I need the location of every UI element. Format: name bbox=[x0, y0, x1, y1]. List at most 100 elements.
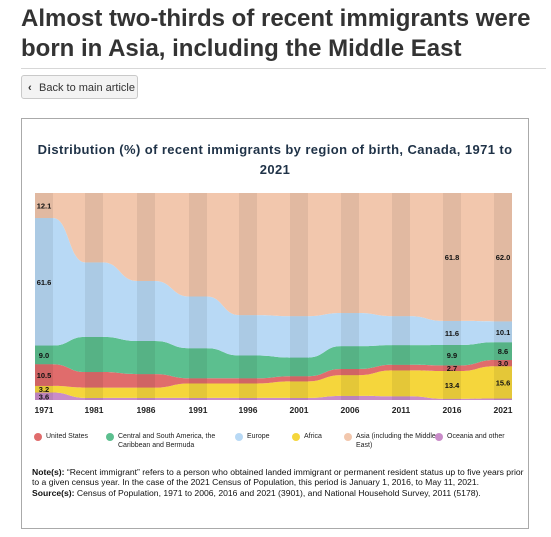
column-segment bbox=[443, 371, 461, 399]
back-button-label: Back to main article bbox=[39, 82, 135, 94]
column-segment bbox=[189, 397, 207, 400]
column-segment bbox=[189, 383, 207, 398]
column-segment bbox=[137, 387, 155, 398]
column-segment bbox=[137, 374, 155, 388]
column-segment bbox=[35, 193, 53, 219]
data-label: 62.0 bbox=[496, 253, 511, 262]
data-label: 15.6 bbox=[496, 378, 511, 387]
column-segment bbox=[494, 321, 512, 343]
column-segment bbox=[35, 218, 53, 346]
legend-swatch bbox=[235, 433, 243, 441]
x-tick-label: 1971 bbox=[35, 405, 54, 415]
column-segment bbox=[290, 316, 308, 358]
column-segment bbox=[290, 193, 308, 317]
column-segment bbox=[443, 365, 461, 372]
x-tick-label: 2016 bbox=[443, 405, 462, 415]
column-segment bbox=[85, 193, 103, 263]
x-tick-label: 1986 bbox=[137, 405, 156, 415]
column-segment bbox=[137, 397, 155, 400]
data-label: 9.9 bbox=[447, 351, 457, 360]
data-label: 3.0 bbox=[498, 359, 508, 368]
column-segment bbox=[392, 370, 410, 397]
x-tick-label: 2011 bbox=[392, 405, 411, 415]
legend-item: Asia (including the Middle East) bbox=[344, 432, 444, 450]
column-segment bbox=[85, 336, 103, 373]
data-label: 2.7 bbox=[447, 364, 457, 373]
column-segment bbox=[239, 193, 257, 316]
title-divider bbox=[21, 68, 546, 69]
column-segment bbox=[392, 396, 410, 400]
column-segment bbox=[239, 315, 257, 356]
note-text: “Recent immigrant” refers to a person wh… bbox=[32, 467, 524, 488]
column-segment bbox=[85, 387, 103, 398]
legend-item: Central and South America, the Caribbean… bbox=[106, 432, 243, 450]
column-segment bbox=[85, 397, 103, 400]
column-segment bbox=[239, 383, 257, 398]
column-segment bbox=[189, 193, 207, 297]
data-label: 61.8 bbox=[445, 253, 460, 262]
data-label: 12.1 bbox=[37, 202, 52, 211]
x-tick-label: 2001 bbox=[290, 405, 309, 415]
back-to-main-article-button[interactable]: ‹ Back to main article bbox=[21, 75, 138, 99]
legend-swatch bbox=[344, 433, 352, 441]
x-tick-label: 2006 bbox=[341, 405, 360, 415]
column-segment bbox=[494, 193, 512, 322]
source-text: Census of Population, 1971 to 2006, 2016… bbox=[76, 487, 481, 498]
legend-label: Europe bbox=[247, 433, 270, 440]
column-segment bbox=[239, 397, 257, 400]
legend-swatch bbox=[106, 433, 114, 441]
column-segment bbox=[35, 392, 53, 400]
legend-swatch bbox=[34, 433, 42, 441]
chevron-left-icon: ‹ bbox=[28, 82, 32, 94]
column-segment bbox=[35, 364, 53, 386]
source-label: Source(s): bbox=[32, 487, 75, 498]
column-segment bbox=[35, 385, 53, 393]
legend-label: Central and South America, the Caribbean… bbox=[118, 433, 216, 449]
legend-swatch bbox=[435, 433, 443, 441]
column-segment bbox=[189, 348, 207, 379]
legend-item: Africa bbox=[292, 432, 354, 441]
column-segment bbox=[290, 381, 308, 398]
column-segment bbox=[392, 345, 410, 365]
page-title: Almost two-thirds of recent immigrants w… bbox=[21, 5, 531, 62]
column-segment bbox=[85, 372, 103, 388]
column-segment bbox=[494, 398, 512, 400]
column-segment bbox=[443, 398, 461, 400]
x-tick-label: 1981 bbox=[85, 405, 104, 415]
column-segment bbox=[290, 397, 308, 400]
column-segment bbox=[189, 378, 207, 384]
legend-swatch bbox=[292, 433, 300, 441]
legend-label: Oceania and other bbox=[447, 433, 505, 440]
column-segment bbox=[341, 395, 359, 400]
column-segment bbox=[341, 193, 359, 314]
legend-label: United States bbox=[46, 433, 89, 440]
column-segment bbox=[189, 296, 207, 349]
column-segment bbox=[494, 360, 512, 367]
column-segment bbox=[443, 344, 461, 366]
data-label: 13.4 bbox=[445, 381, 460, 390]
column-segment bbox=[290, 357, 308, 377]
source-paragraph: Source(s): Census of Population, 1971 to… bbox=[32, 488, 524, 498]
data-label: 61.6 bbox=[37, 278, 52, 287]
data-label: 10.1 bbox=[496, 328, 511, 337]
legend-item: United States bbox=[34, 432, 116, 441]
note-paragraph: Note(s): “Recent immigrant” refers to a … bbox=[32, 467, 524, 488]
chart-legend: United States Central and South America, … bbox=[30, 432, 530, 462]
column-segment bbox=[239, 378, 257, 384]
x-tick-label: 2021 bbox=[494, 405, 513, 415]
column-segment bbox=[137, 193, 155, 281]
note-label: Note(s): bbox=[32, 467, 65, 477]
column-segment bbox=[290, 376, 308, 382]
legend-item: Europe bbox=[235, 432, 302, 441]
column-segment bbox=[137, 280, 155, 342]
column-segment bbox=[341, 368, 359, 376]
data-label: 3.2 bbox=[39, 385, 49, 394]
chart-notes: Note(s): “Recent immigrant” refers to a … bbox=[32, 467, 524, 498]
column-segment bbox=[443, 193, 461, 321]
column-segment bbox=[35, 345, 53, 365]
column-segment bbox=[85, 262, 103, 337]
column-segment bbox=[239, 355, 257, 379]
column-segment bbox=[341, 346, 359, 369]
data-label: 11.6 bbox=[445, 329, 459, 338]
